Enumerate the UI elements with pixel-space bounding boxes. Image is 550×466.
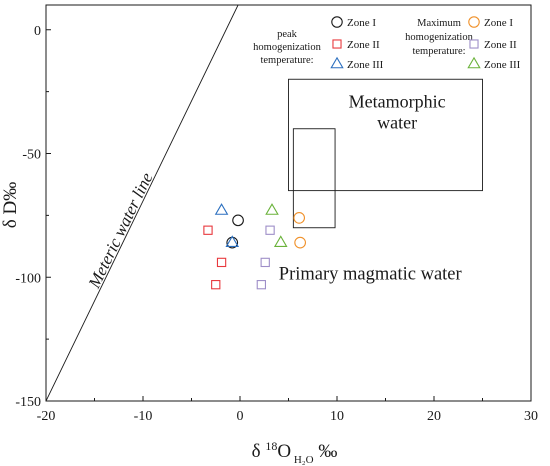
y-axis-title: δ D‰ — [0, 182, 21, 228]
primary-magmatic-water-region — [292, 128, 336, 229]
point-g0-s2-1 — [225, 235, 240, 247]
legend-group-1-title-line-1: homogenization — [405, 32, 473, 43]
legend-label-g0-1: Zone II — [347, 39, 380, 51]
legend-marker-g0-1 — [332, 39, 342, 49]
x-title-delta: δ — [252, 441, 266, 462]
point-g1-s3-1 — [294, 236, 306, 249]
legend-marker-g0-0 — [331, 16, 343, 28]
legend-group-1-title-line-0: Maximum — [417, 18, 461, 29]
metamorphic-water-label-line: water — [377, 113, 417, 133]
x-title-permil: ‰ — [314, 441, 338, 462]
plot-clipped — [46, 5, 239, 401]
point-g1-s5-1 — [273, 235, 288, 247]
primary-magmatic-water-label: Primary magmatic water — [279, 265, 462, 285]
y-tick-label-0: 0 — [34, 24, 41, 39]
legend-marker-g1-2 — [467, 56, 481, 69]
y-tick-label--50: -50 — [22, 148, 41, 163]
point-g0-s2-0 — [214, 203, 229, 215]
x-title-18: 18 — [265, 439, 277, 453]
metamorphic-water-label: Metamorphic water — [349, 92, 446, 133]
legend-group-0-title-line-2: temperature: — [260, 55, 313, 66]
legend-label-g1-2: Zone III — [484, 59, 521, 71]
meteric-water-line — [46, 5, 239, 401]
legend-group-0-title-line-0: peak — [277, 29, 298, 40]
point-g1-s3-0 — [293, 212, 306, 224]
x-tick-label-20: 20 — [427, 409, 441, 424]
legend-label-g0-2: Zone III — [347, 59, 384, 71]
point-g0-s1-2 — [211, 280, 221, 290]
metamorphic-water-region — [288, 78, 483, 192]
x-tick-label-10: 10 — [330, 409, 344, 424]
point-g0-s1-0 — [203, 225, 213, 235]
legend-label-g1-1: Zone II — [484, 39, 517, 51]
legend-marker-g1-1 — [469, 39, 479, 49]
x-tick-label-30: 30 — [524, 409, 538, 424]
legend-group-1-title-line-2: temperature: — [412, 46, 465, 57]
legend-group-0-title-line-1: homogenization — [253, 42, 321, 53]
legend-marker-g0-2 — [330, 56, 344, 69]
point-g0-s0-0 — [232, 214, 244, 227]
meteric-water-line-label: Meteric water line — [84, 169, 157, 292]
x-axis-title: δ 18O H₂O ‰ — [252, 439, 338, 466]
metamorphic-water-label-line: Metamorphic — [349, 92, 446, 112]
legend: peak homogenization temperature: Zone I Zone… — [253, 16, 521, 71]
point-g0-s1-1 — [216, 257, 227, 268]
x-tick-label-0: 0 — [237, 409, 244, 424]
point-g1-s4-1 — [260, 257, 270, 268]
legend-label-g0-0: Zone I — [347, 17, 376, 29]
point-g1-s5-0 — [265, 203, 279, 215]
x-tick-label--10: -10 — [134, 409, 153, 424]
x-tick-label--20: -20 — [37, 409, 56, 424]
point-g1-s4-0 — [265, 225, 275, 235]
y-tick-label--150: -150 — [15, 395, 41, 410]
point-g1-s4-2 — [256, 280, 266, 290]
x-title-O: O — [277, 441, 291, 462]
legend-marker-g1-0 — [468, 16, 480, 28]
y-tick-label--100: -100 — [15, 271, 41, 286]
legend-label-g1-0: Zone I — [484, 17, 513, 29]
x-title-h2o: H₂O — [291, 454, 314, 466]
